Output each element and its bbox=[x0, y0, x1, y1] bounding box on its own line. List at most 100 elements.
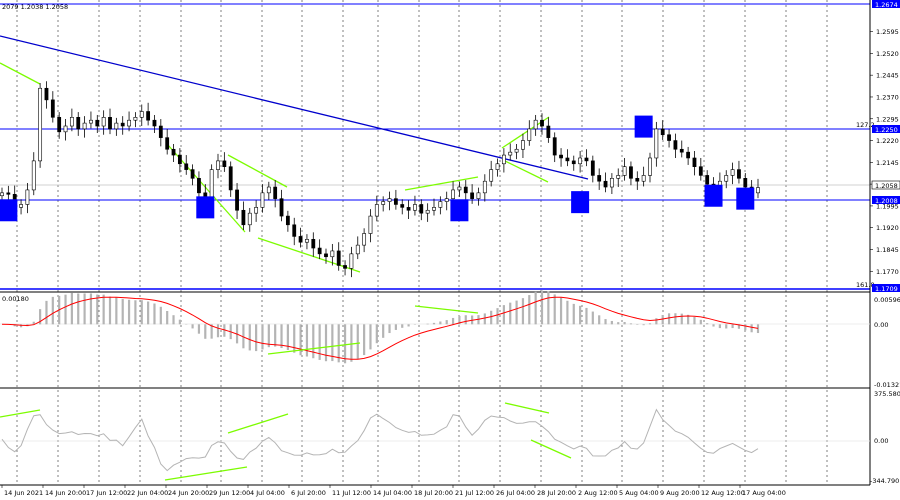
candle-body bbox=[730, 169, 735, 176]
candle-body bbox=[648, 157, 652, 176]
candle-body bbox=[44, 87, 49, 101]
candle-body bbox=[463, 186, 468, 194]
time-label: 21 Jul 12:00 bbox=[455, 489, 494, 497]
candle-body bbox=[38, 87, 43, 162]
svg-text:0.00: 0.00 bbox=[874, 437, 888, 445]
time-label: 9 Aug 20:00 bbox=[660, 489, 700, 497]
macd-axis: 0.00596 0.00 -0.01321 bbox=[874, 296, 900, 389]
svg-text:-0.01321: -0.01321 bbox=[874, 381, 900, 389]
candle-body bbox=[597, 175, 602, 182]
candle-body bbox=[489, 169, 494, 182]
candle-body bbox=[400, 204, 405, 208]
candle-body bbox=[266, 186, 271, 194]
svg-text:1.2058: 1.2058 bbox=[875, 182, 898, 190]
price-axis: 1.2595 1.2520 1.2445 1.2370 1.2295 1.2220 1.21… bbox=[870, 28, 899, 276]
candle-body bbox=[527, 128, 532, 141]
signal-marker bbox=[196, 196, 215, 219]
candle-body bbox=[317, 247, 322, 255]
candle-body bbox=[387, 198, 392, 202]
candle-body bbox=[190, 169, 195, 179]
candle-body bbox=[686, 151, 691, 159]
candle-body bbox=[355, 244, 360, 255]
candle-body bbox=[737, 169, 741, 179]
candle-body bbox=[108, 117, 112, 130]
price-badge-fib161: 161.8 1.1709 bbox=[856, 281, 900, 293]
signal-marker bbox=[0, 199, 18, 222]
macd-divergence-lines[interactable] bbox=[267, 305, 479, 355]
candle-body bbox=[50, 99, 55, 118]
svg-text:127.2: 127.2 bbox=[856, 121, 875, 129]
candle-body bbox=[127, 119, 131, 127]
price-divergence-lines[interactable] bbox=[0, 62, 550, 273]
time-label: 12 Aug 12:00 bbox=[701, 489, 745, 497]
candle-body bbox=[57, 117, 62, 133]
candle-body bbox=[705, 175, 710, 185]
candle-body bbox=[673, 140, 678, 150]
candle-body bbox=[635, 178, 640, 182]
candle-body bbox=[0, 192, 4, 197]
time-label: 24 Jun 20:00 bbox=[168, 489, 209, 497]
candle-body bbox=[724, 175, 729, 182]
time-label: 29 Jun 12:00 bbox=[209, 489, 250, 497]
price-tick-label: 1.1995 bbox=[876, 202, 899, 210]
candle-body bbox=[343, 265, 347, 269]
candle-body bbox=[69, 117, 74, 127]
candle-body bbox=[578, 157, 583, 165]
downtrend-line[interactable] bbox=[0, 35, 589, 180]
candle-body bbox=[660, 128, 665, 136]
macd-signal-line bbox=[1, 296, 759, 360]
candle-body bbox=[95, 119, 100, 127]
candle-body bbox=[419, 204, 424, 214]
candle-body bbox=[273, 186, 278, 199]
candle-body bbox=[241, 209, 246, 226]
candle-body bbox=[247, 212, 252, 226]
candle-body bbox=[559, 154, 563, 159]
svg-text:1.2250: 1.2250 bbox=[875, 126, 898, 134]
candle-body bbox=[330, 250, 335, 258]
signal-markers[interactable] bbox=[0, 115, 755, 222]
time-label: 11 Jul 12:00 bbox=[332, 489, 371, 497]
candle-body bbox=[63, 125, 68, 133]
candle-body bbox=[260, 192, 265, 208]
price-tick-label: 1.1770 bbox=[876, 268, 899, 276]
time-label: 17 Jun 12:00 bbox=[86, 489, 127, 497]
cci-divergence-lines[interactable] bbox=[0, 402, 572, 481]
candle-body bbox=[609, 178, 614, 188]
price-tick-label: 1.1920 bbox=[876, 224, 899, 232]
svg-text:1.2008: 1.2008 bbox=[875, 197, 898, 205]
signal-marker bbox=[704, 184, 723, 207]
candle-body bbox=[184, 163, 189, 170]
candle-body bbox=[374, 204, 379, 217]
candle-body bbox=[470, 192, 475, 199]
candle-body bbox=[667, 134, 671, 141]
candle-body bbox=[413, 204, 417, 211]
candle-body bbox=[438, 201, 443, 208]
svg-text:0.00: 0.00 bbox=[874, 321, 888, 329]
candle-body bbox=[89, 119, 93, 124]
candle-body bbox=[82, 122, 87, 130]
candle-body bbox=[679, 148, 684, 153]
candle-body bbox=[584, 157, 589, 162]
price-badge-support: 1.2008 bbox=[872, 196, 900, 205]
cci-line bbox=[1, 408, 759, 472]
candle-body bbox=[457, 186, 462, 191]
candle-body bbox=[254, 207, 259, 214]
candle-body bbox=[222, 160, 227, 167]
time-label: 14 Jun 2021 bbox=[4, 489, 43, 497]
candle-body bbox=[101, 117, 106, 127]
candle-body bbox=[622, 166, 627, 176]
candle-body bbox=[629, 166, 633, 179]
signal-marker bbox=[450, 199, 469, 222]
time-label: 22 Jun 04:00 bbox=[127, 489, 168, 497]
candle-body bbox=[146, 111, 151, 121]
candle-body bbox=[552, 137, 557, 156]
price-tick-label: 1.2445 bbox=[876, 72, 899, 80]
candle-body bbox=[692, 157, 697, 167]
candle-body bbox=[298, 236, 303, 243]
candle-body bbox=[482, 180, 487, 194]
candle-body bbox=[546, 125, 551, 138]
candle-body bbox=[616, 175, 621, 179]
cci-axis: 375.5808 0.00 -344.790 bbox=[870, 390, 900, 485]
candle-body bbox=[641, 175, 646, 182]
